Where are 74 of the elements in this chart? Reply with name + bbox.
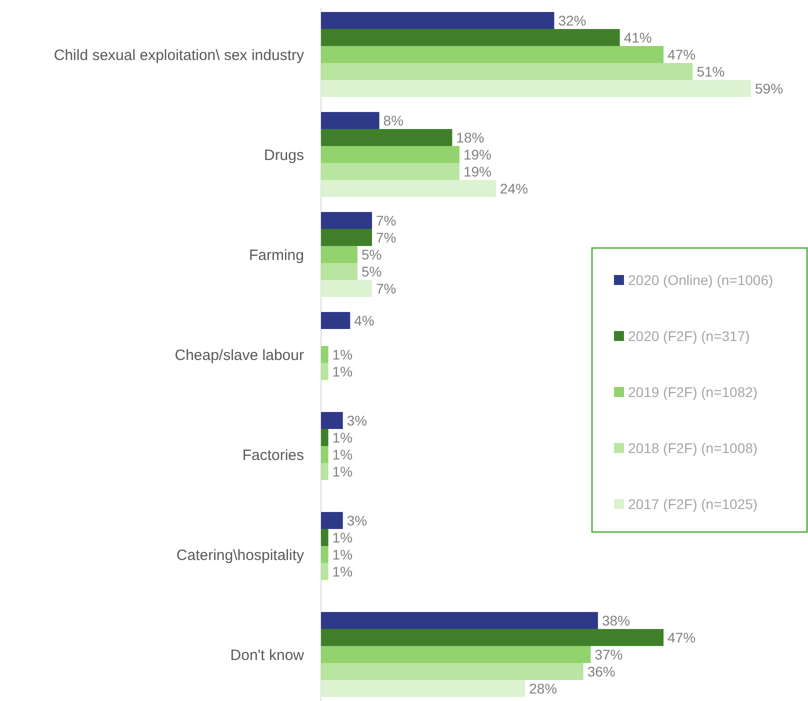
legend-label: 2020 (Online) (n=1006) [628, 272, 774, 288]
bar [321, 429, 328, 446]
bar [321, 512, 343, 529]
data-label: 47% [668, 629, 696, 646]
bar [321, 12, 554, 29]
bar [321, 529, 328, 546]
bar [321, 680, 526, 697]
data-label: 32% [558, 12, 586, 28]
data-label: 7% [376, 212, 396, 228]
bar [321, 612, 598, 629]
bar [321, 446, 328, 463]
bar [321, 180, 496, 197]
bar [321, 363, 328, 380]
data-label: 1% [332, 363, 353, 380]
data-label: 1% [332, 546, 353, 562]
bar [321, 663, 584, 680]
data-label: 36% [587, 663, 616, 680]
data-label: 24% [500, 180, 528, 196]
data-label: 1% [332, 563, 353, 580]
data-label: 28% [529, 680, 558, 696]
bar [321, 546, 328, 563]
legend-label: 2020 (F2F) (n=317) [628, 328, 750, 344]
legend-label: 2018 (F2F) (n=1008) [628, 440, 758, 456]
data-label: 19% [463, 146, 492, 162]
bar [321, 312, 350, 329]
bar [321, 463, 328, 480]
data-label: 5% [361, 246, 382, 262]
data-label: 18% [456, 129, 484, 146]
data-label: 41% [624, 29, 652, 46]
data-label: 1% [332, 529, 353, 546]
bar [321, 246, 358, 263]
y-tick-label: Cheap/slave labour [174, 346, 304, 364]
y-tick-label: Catering\hospitality [176, 546, 304, 564]
data-label: 3% [346, 512, 368, 528]
bar [321, 80, 751, 97]
legend-label: 2019 (F2F) (n=1082) [628, 384, 758, 400]
bar [321, 563, 328, 580]
data-label: 7% [376, 229, 396, 246]
y-tick-label: Drugs [264, 146, 304, 164]
data-label: 4% [354, 312, 374, 328]
data-label: 37% [594, 646, 623, 662]
data-label: 7% [376, 280, 396, 296]
y-tick-label: Factories [242, 446, 304, 464]
bar [321, 212, 372, 229]
bar [321, 263, 358, 280]
bar [321, 280, 372, 297]
bar [321, 46, 664, 63]
data-label: 1% [332, 463, 353, 480]
bar [321, 346, 328, 363]
bar [321, 229, 372, 246]
y-tick-label: Farming [248, 246, 304, 264]
bar [321, 63, 693, 80]
y-tick-label: Don't know [230, 646, 304, 664]
data-label: 8% [383, 112, 404, 128]
data-label: 1% [332, 429, 353, 446]
bar [321, 112, 380, 129]
legend-label: 2017 (F2F) (n=1025) [628, 496, 758, 512]
bar [321, 629, 664, 646]
data-label: 1% [332, 346, 353, 362]
data-label: 19% [463, 163, 492, 180]
data-label: 1% [332, 446, 353, 462]
bar [321, 646, 591, 663]
data-label: 38% [602, 612, 630, 628]
bar [321, 146, 460, 163]
y-tick-label: Child sexual exploitation\ sex industry [54, 46, 304, 64]
data-label: 5% [361, 263, 382, 280]
bar [321, 29, 620, 46]
bar [321, 412, 343, 429]
bar [321, 163, 460, 180]
bar [321, 129, 452, 146]
data-label: 3% [346, 412, 368, 428]
data-label: 59% [755, 80, 784, 96]
data-label: 51% [696, 63, 725, 80]
data-label: 47% [668, 46, 696, 62]
